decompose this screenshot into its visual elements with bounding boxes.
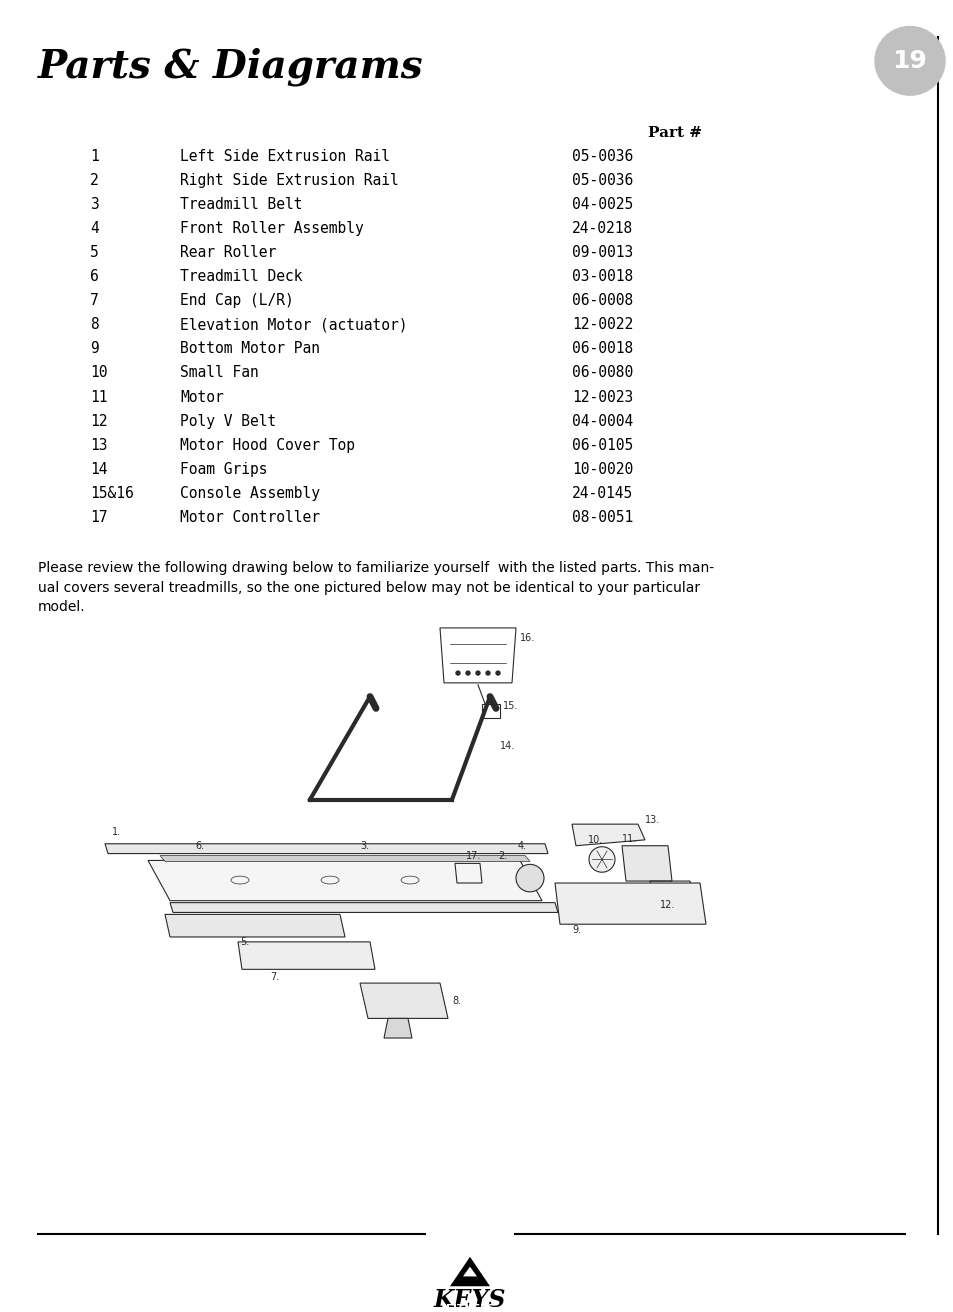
Text: 2: 2 [90,173,99,188]
Text: 3.: 3. [359,841,369,850]
Polygon shape [462,1266,476,1277]
Text: Right Side Extrusion Rail: Right Side Extrusion Rail [180,173,398,188]
Text: Rear Roller: Rear Roller [180,245,276,260]
Text: 15.: 15. [502,702,517,711]
Text: 17: 17 [90,509,108,525]
Polygon shape [148,861,541,900]
Text: 17.: 17. [465,850,481,861]
Text: 24-0145: 24-0145 [572,485,633,501]
Text: Elevation Motor (actuator): Elevation Motor (actuator) [180,318,407,332]
Text: 06-0018: 06-0018 [572,341,633,357]
Text: Parts & Diagrams: Parts & Diagrams [38,47,423,85]
Text: 12-0023: 12-0023 [572,390,633,404]
Text: Bottom Motor Pan: Bottom Motor Pan [180,341,319,357]
Text: KEYS: KEYS [434,1288,506,1312]
Polygon shape [555,883,705,924]
Text: Motor: Motor [180,390,224,404]
Text: 12-0022: 12-0022 [572,318,633,332]
Text: 6: 6 [90,269,99,285]
Text: 16.: 16. [519,632,535,643]
Polygon shape [170,903,558,912]
Text: 9.: 9. [572,925,580,935]
Text: 06-0105: 06-0105 [572,438,633,453]
Text: 13: 13 [90,438,108,453]
Polygon shape [384,1018,412,1038]
Text: 14.: 14. [499,741,515,750]
Text: 12.: 12. [659,900,675,909]
Circle shape [456,670,459,674]
Text: 8.: 8. [452,996,460,1006]
Text: 04-0004: 04-0004 [572,413,633,429]
Circle shape [476,670,479,674]
Text: 8: 8 [90,318,99,332]
Text: Console Assembly: Console Assembly [180,485,319,501]
Circle shape [465,670,470,674]
Text: Motor Hood Cover Top: Motor Hood Cover Top [180,438,355,453]
Text: 09-0013: 09-0013 [572,245,633,260]
Text: Treadmill Belt: Treadmill Belt [180,197,302,213]
Text: 2.: 2. [497,850,507,861]
Text: Treadmill Deck: Treadmill Deck [180,269,302,285]
Text: 3: 3 [90,197,99,213]
Text: 9: 9 [90,341,99,357]
Text: 06-0008: 06-0008 [572,294,633,308]
Text: 08-0051: 08-0051 [572,509,633,525]
Text: 5: 5 [90,245,99,260]
FancyBboxPatch shape [429,1295,511,1309]
Polygon shape [160,855,530,862]
Polygon shape [572,824,644,846]
Text: Small Fan: Small Fan [180,366,258,380]
Text: Please review the following drawing below to familiarize yourself  with the list: Please review the following drawing belo… [38,562,714,575]
Text: FITNESS: FITNESS [445,1304,494,1312]
Text: 4.: 4. [517,841,527,850]
Circle shape [588,846,615,872]
Text: Part #: Part # [647,126,701,139]
Circle shape [485,670,490,674]
Text: 19: 19 [892,49,926,73]
Polygon shape [237,942,375,970]
Text: 05-0036: 05-0036 [572,150,633,164]
Ellipse shape [874,26,944,96]
Text: 5.: 5. [240,937,249,947]
Text: 7.: 7. [270,972,279,983]
Circle shape [516,865,543,892]
Text: 1: 1 [90,150,99,164]
Polygon shape [165,914,345,937]
Text: 1.: 1. [112,827,121,837]
Text: Poly V Belt: Poly V Belt [180,413,276,429]
Text: Left Side Extrusion Rail: Left Side Extrusion Rail [180,150,390,164]
Text: 10.: 10. [587,834,602,845]
Text: 13.: 13. [644,815,659,825]
Text: 4: 4 [90,222,99,236]
Text: 15&16: 15&16 [90,485,133,501]
Text: 12: 12 [90,413,108,429]
Text: 10: 10 [90,366,108,380]
Text: 6.: 6. [194,841,204,850]
Text: 11: 11 [90,390,108,404]
Text: 11.: 11. [621,834,637,844]
Text: Front Roller Assembly: Front Roller Assembly [180,222,363,236]
Polygon shape [621,846,671,882]
Text: Motor Controller: Motor Controller [180,509,319,525]
Text: model.: model. [38,601,86,614]
Text: 04-0025: 04-0025 [572,197,633,213]
Text: ual covers several treadmills, so the one pictured below may not be identical to: ual covers several treadmills, so the on… [38,581,700,594]
Text: 14: 14 [90,462,108,476]
Polygon shape [359,983,448,1018]
Text: 24-0218: 24-0218 [572,222,633,236]
Polygon shape [105,844,547,854]
Text: 06-0080: 06-0080 [572,366,633,380]
Text: End Cap (L/R): End Cap (L/R) [180,294,294,308]
Polygon shape [450,1257,490,1286]
Circle shape [496,670,499,674]
Text: 7: 7 [90,294,99,308]
Text: 03-0018: 03-0018 [572,269,633,285]
Text: 10-0020: 10-0020 [572,462,633,476]
Text: 05-0036: 05-0036 [572,173,633,188]
Text: Foam Grips: Foam Grips [180,462,267,476]
